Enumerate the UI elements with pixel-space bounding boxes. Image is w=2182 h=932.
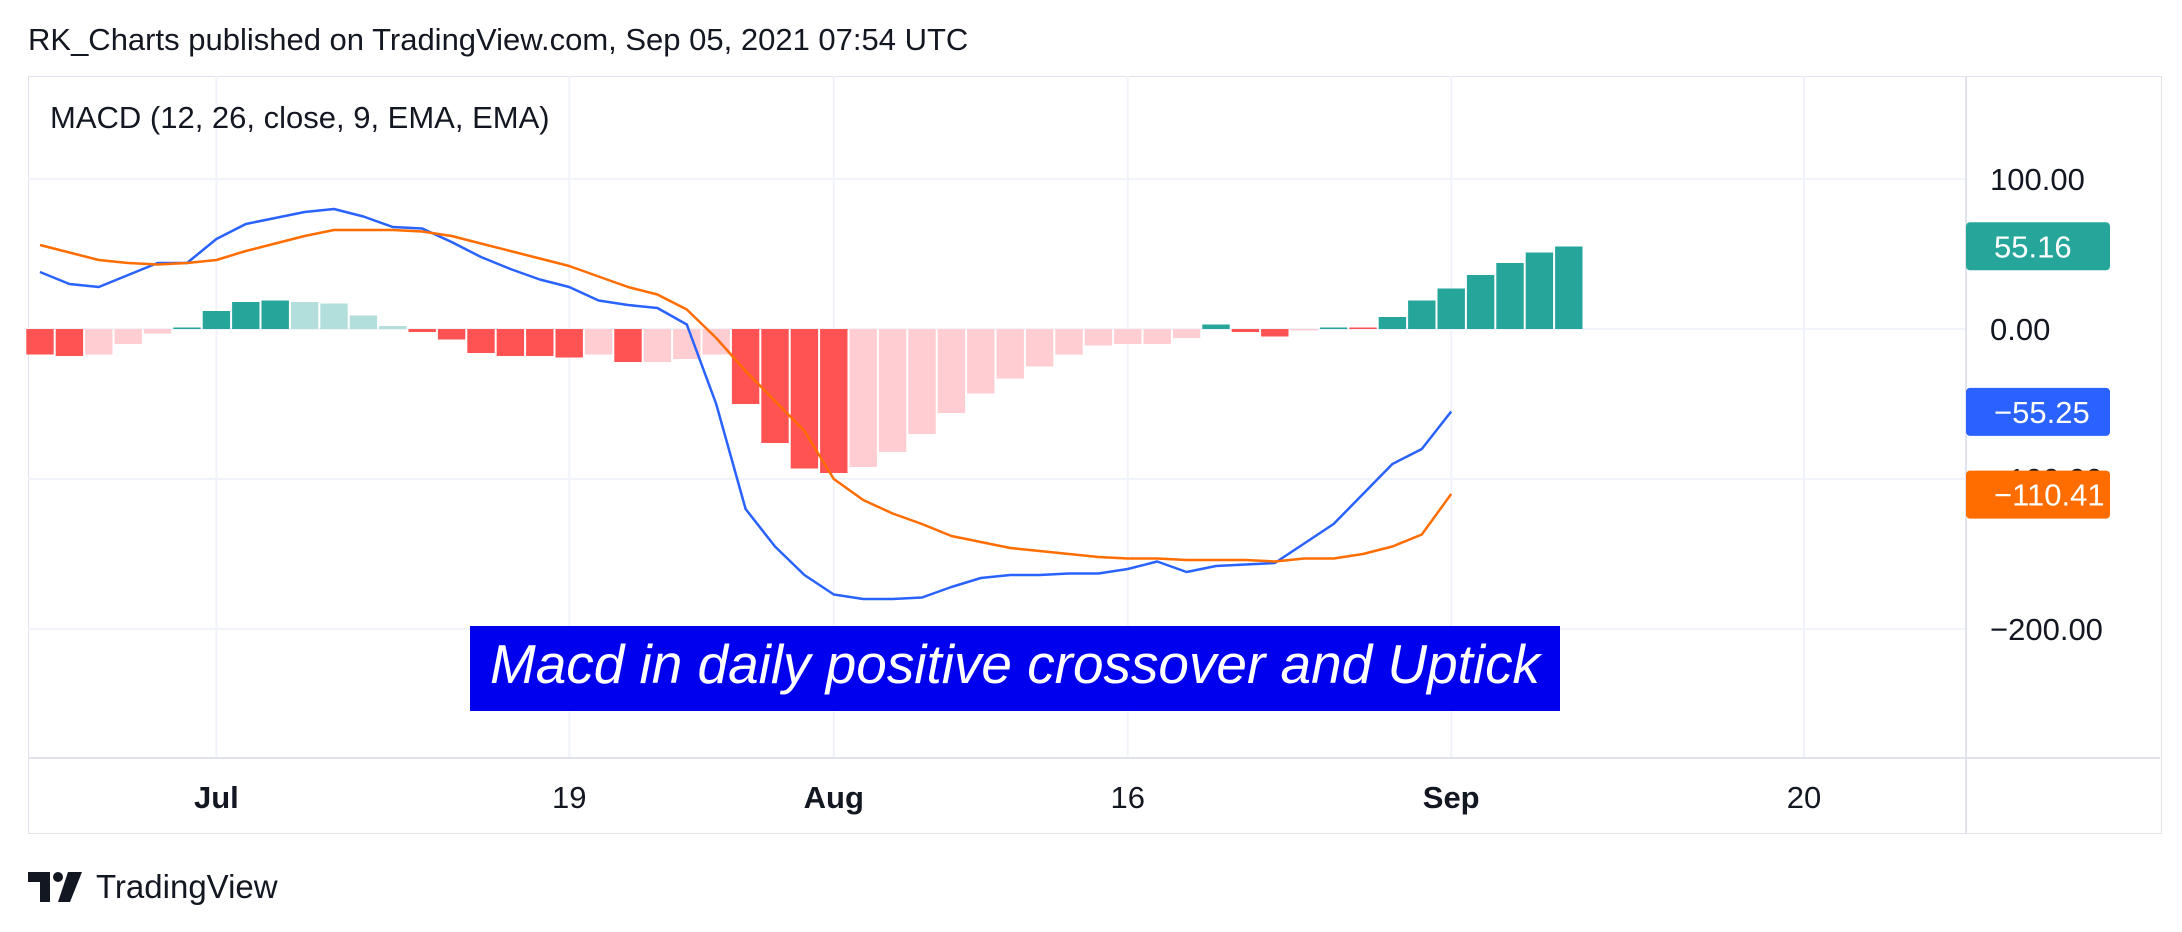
histogram-bar xyxy=(114,329,142,344)
histogram-bar xyxy=(320,303,348,329)
time-axis-label: Jul xyxy=(194,780,239,815)
last-value-tag: −55.25 xyxy=(1966,387,2110,436)
tradingview-logo-icon xyxy=(28,872,82,902)
histogram-bar xyxy=(1408,300,1436,329)
histogram-bar xyxy=(85,329,113,355)
histogram-bar xyxy=(1319,327,1348,329)
histogram-bar xyxy=(1084,329,1113,346)
histogram-bar xyxy=(379,326,407,329)
histogram-bar xyxy=(1349,327,1377,329)
histogram-bar xyxy=(643,329,672,362)
histogram-bar xyxy=(408,329,436,332)
histogram-bar xyxy=(996,329,1024,379)
annotation-box: Macd in daily positive crossover and Upt… xyxy=(470,626,1560,711)
histogram-bar xyxy=(1143,329,1171,344)
histogram-bar xyxy=(1496,263,1524,329)
histogram-bar xyxy=(878,329,907,452)
series-line-signal xyxy=(39,228,1453,563)
time-axis-label: 20 xyxy=(1787,780,1821,815)
histogram-bar xyxy=(437,329,466,340)
histogram-bar xyxy=(1437,288,1465,329)
macd-lines xyxy=(39,207,1453,601)
histogram-bar xyxy=(526,329,554,356)
last-value-tag-bg xyxy=(1966,470,2110,519)
histogram-bar xyxy=(584,329,613,355)
histogram-bar xyxy=(967,329,995,394)
last-value-tag: −110.41 xyxy=(1966,470,2110,519)
price-axis-label: −200.00 xyxy=(1990,612,2103,647)
histogram-bar xyxy=(55,329,84,356)
histogram-bar xyxy=(702,329,730,355)
footer: TradingView xyxy=(28,868,278,906)
histogram xyxy=(26,246,1583,473)
histogram-bar xyxy=(1172,329,1201,338)
annotation-bg xyxy=(470,626,1560,711)
price-axis-label: 0.00 xyxy=(1990,312,2050,347)
histogram-bar xyxy=(496,329,525,356)
histogram-bar xyxy=(1555,246,1583,329)
histogram-bar xyxy=(731,329,760,404)
last-value-tag-label: −110.41 xyxy=(1994,478,2105,513)
annotation-text: Macd in daily positive crossover and Upt… xyxy=(490,633,1542,695)
histogram-bar xyxy=(937,329,966,413)
histogram-bar xyxy=(849,329,877,467)
histogram-bar xyxy=(614,329,642,362)
histogram-bar xyxy=(261,300,289,329)
series-line-macd xyxy=(39,207,1453,601)
histogram-bar xyxy=(820,329,848,473)
time-axis-label: Sep xyxy=(1423,780,1480,815)
histogram-bar xyxy=(1202,324,1230,329)
indicator-title[interactable]: MACD (12, 26, close, 9, EMA, EMA) xyxy=(50,100,550,135)
time-axis-label: 19 xyxy=(552,780,586,815)
histogram-bar xyxy=(1055,329,1083,355)
histogram-bar xyxy=(349,315,378,329)
last-value-tag-bg xyxy=(1966,387,2110,436)
histogram-bar xyxy=(173,327,201,329)
histogram-bar xyxy=(1466,275,1495,329)
histogram-bar xyxy=(290,302,319,329)
price-axis-label: 100.00 xyxy=(1990,162,2085,197)
last-value-tags: 55.16 −55.25 −110.41 xyxy=(1966,222,2110,519)
last-value-tag-label: 55.16 xyxy=(1994,229,2072,264)
histogram-bar xyxy=(143,329,172,334)
histogram-bar xyxy=(673,329,701,359)
histogram-bar xyxy=(1114,329,1142,344)
histogram-bar xyxy=(1025,329,1054,367)
time-axis-label: Aug xyxy=(804,780,864,815)
histogram-bar xyxy=(555,329,583,358)
published-info: RK_Charts published on TradingView.com, … xyxy=(28,22,969,57)
histogram-bar xyxy=(467,329,495,353)
histogram-bar xyxy=(1261,329,1289,337)
time-axis: Jul 19 Aug 16 Sep 20 xyxy=(194,780,1821,815)
chart-frame xyxy=(28,76,2162,834)
histogram-bar xyxy=(908,329,936,434)
histogram-bar xyxy=(1290,329,1318,331)
footer-brand[interactable]: TradingView xyxy=(96,868,278,905)
last-value-tag-bg xyxy=(1966,222,2110,271)
histogram-bar xyxy=(761,329,789,443)
histogram-bar xyxy=(202,311,231,329)
histogram-bar xyxy=(1378,317,1407,329)
histogram-bar xyxy=(232,302,260,329)
histogram-bar xyxy=(26,329,54,355)
time-axis-label: 16 xyxy=(1111,780,1145,815)
histogram-bar xyxy=(1231,329,1260,332)
last-value-tag: 55.16 xyxy=(1966,222,2110,271)
last-value-tag-label: −55.25 xyxy=(1994,395,2090,430)
histogram-bar xyxy=(1525,252,1554,329)
